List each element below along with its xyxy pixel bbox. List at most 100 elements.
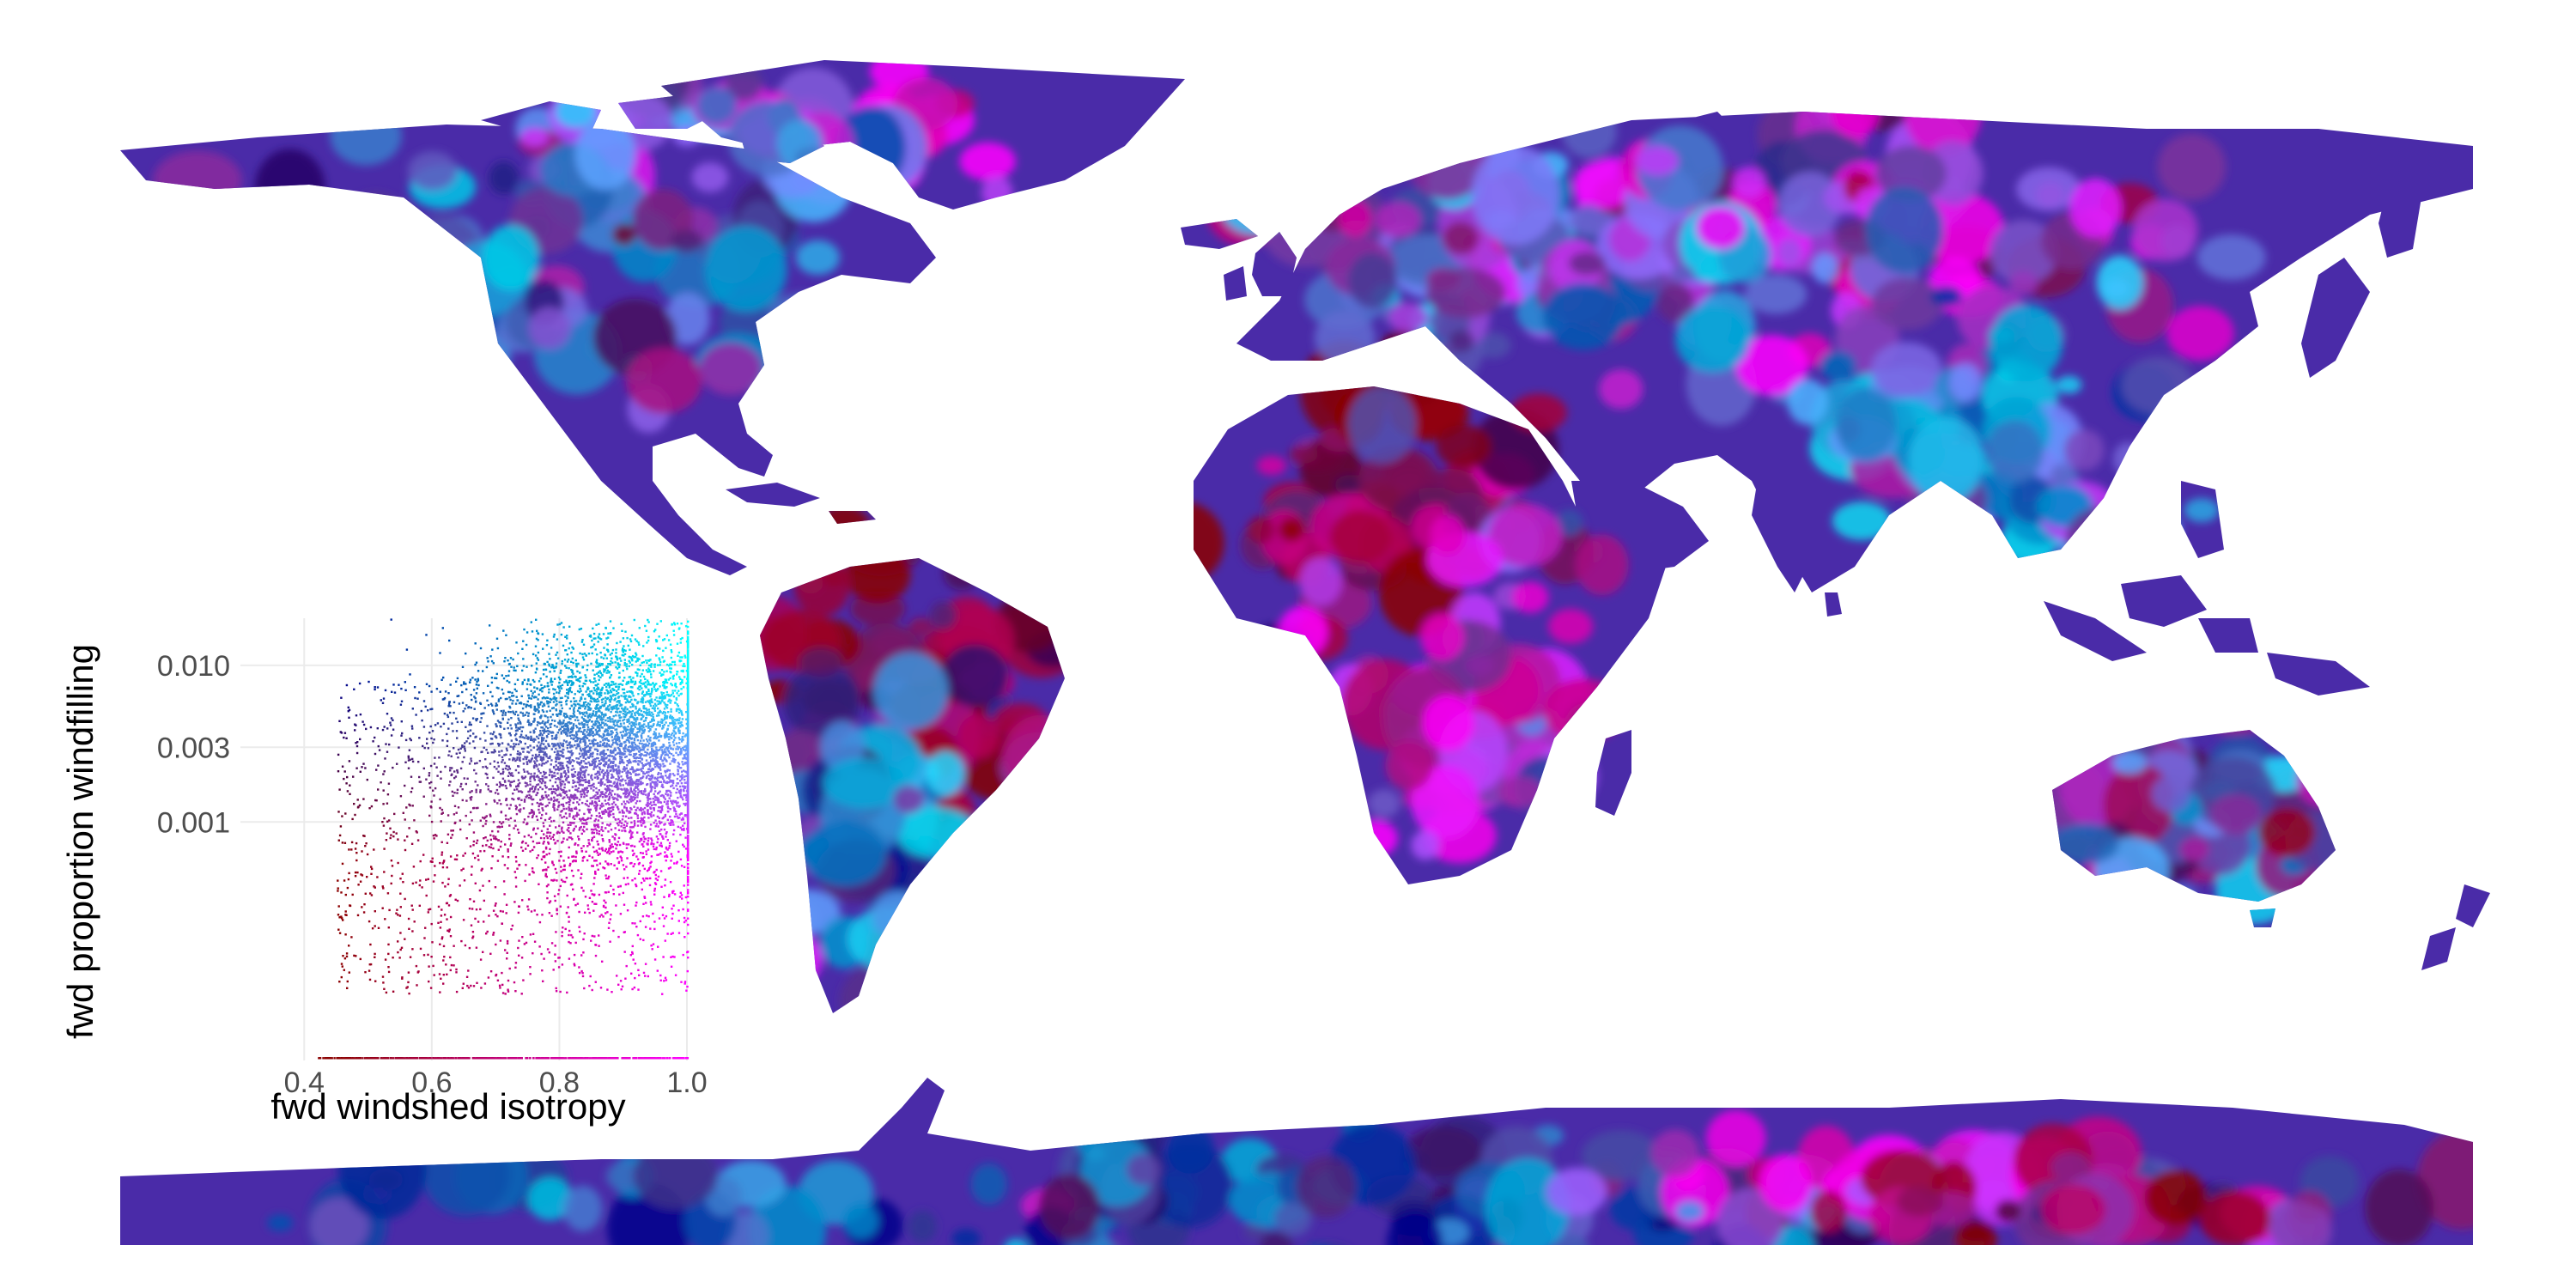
scatter-point xyxy=(634,655,637,659)
scatter-point xyxy=(679,748,683,750)
map-color-patch xyxy=(823,756,906,809)
scatter-point xyxy=(683,761,687,764)
scatter-point xyxy=(592,637,595,640)
scatter-point xyxy=(590,784,592,787)
scatter-point xyxy=(603,668,605,671)
scatter-point xyxy=(577,677,580,681)
scatter-point xyxy=(580,825,582,829)
scatter-point xyxy=(601,737,604,739)
map-color-patch xyxy=(633,1142,718,1209)
scatter-point xyxy=(461,745,464,749)
scatter-point xyxy=(609,718,611,720)
scatter-point xyxy=(632,760,635,762)
scatter-point xyxy=(476,680,478,683)
scatter-point xyxy=(654,750,657,753)
scatter-point xyxy=(550,748,553,750)
scatter-point xyxy=(507,743,509,745)
scatter-point xyxy=(611,707,615,709)
scatter-point xyxy=(431,730,434,732)
scatter-point xyxy=(613,781,616,784)
map-color-patch xyxy=(694,602,723,621)
scatter-point xyxy=(585,781,588,783)
scatter-point xyxy=(685,727,688,730)
scatter-point xyxy=(629,710,632,714)
map-color-patch xyxy=(1485,1157,1571,1245)
scatter-point xyxy=(590,716,592,719)
scatter-point xyxy=(626,700,629,703)
scatter-point xyxy=(610,914,612,916)
scatter-point xyxy=(605,696,607,699)
scatter-point xyxy=(556,799,558,802)
scatter-point xyxy=(622,647,624,650)
scatter-point xyxy=(598,829,601,833)
map-color-patch xyxy=(1561,103,1617,159)
scatter-point xyxy=(659,685,661,688)
scatter-point xyxy=(468,762,471,765)
scatter-point xyxy=(639,685,642,688)
scatter-point xyxy=(545,710,549,713)
scatter-point xyxy=(501,756,504,758)
scatter-point xyxy=(652,715,654,719)
scatter-point xyxy=(508,834,511,836)
scatter-point xyxy=(434,787,437,790)
scatter-point xyxy=(668,774,671,777)
scatter-point xyxy=(664,769,666,773)
scatter-point xyxy=(503,660,506,663)
scatter-point xyxy=(659,763,662,766)
scatter-point xyxy=(558,720,562,722)
scatter-point xyxy=(655,846,658,849)
scatter-point xyxy=(544,791,547,793)
scatter-point xyxy=(597,671,600,674)
scatter-point xyxy=(513,666,515,669)
scatter-point xyxy=(614,694,617,696)
scatter-point xyxy=(687,923,690,927)
scatter-point xyxy=(535,763,538,767)
scatter-point xyxy=(547,756,550,760)
scatter-point xyxy=(685,718,688,720)
scatter-point xyxy=(682,732,684,735)
scatter-point xyxy=(617,725,620,728)
scatter-point xyxy=(551,860,554,863)
scatter-point xyxy=(549,671,551,673)
scatter-point xyxy=(554,899,556,902)
scatter-point xyxy=(583,750,586,753)
scatter-point xyxy=(610,776,613,779)
scatter-point xyxy=(641,687,643,690)
scatter-point xyxy=(584,701,587,703)
scatter-point xyxy=(640,881,643,884)
scatter-point xyxy=(557,804,561,807)
scatter-point xyxy=(592,744,595,747)
scatter-point xyxy=(594,637,597,640)
scatter-point xyxy=(530,797,532,799)
scatter-point xyxy=(597,687,600,690)
scatter-point xyxy=(554,720,556,722)
scatter-point xyxy=(543,753,545,756)
scatter-point xyxy=(586,702,590,705)
map-color-patch xyxy=(1582,1130,1661,1182)
scatter-point xyxy=(550,678,552,682)
scatter-point xyxy=(665,647,667,649)
scatter-point xyxy=(678,817,681,819)
scatter-point xyxy=(634,733,636,736)
map-color-patch xyxy=(2063,428,2105,471)
scatter-point xyxy=(630,713,633,715)
scatter-point xyxy=(522,750,525,753)
scatter-point xyxy=(506,679,508,683)
scatter-point xyxy=(560,669,562,672)
scatter-point xyxy=(625,665,628,668)
scatter-point xyxy=(566,635,568,637)
scatter-point xyxy=(568,750,570,753)
scatter-point xyxy=(524,756,526,758)
map-color-patch xyxy=(1274,1202,1312,1236)
map-color-patch xyxy=(762,930,823,988)
scatter-point xyxy=(599,779,603,781)
map-color-patch xyxy=(816,505,872,561)
scatter-point xyxy=(555,747,557,750)
scatter-point xyxy=(659,772,662,775)
scatter-point xyxy=(611,767,614,770)
scatter-point xyxy=(568,807,571,811)
scatter-point xyxy=(685,722,689,726)
scatter-point xyxy=(613,756,616,758)
scatter-point xyxy=(626,792,629,794)
scatter-point xyxy=(676,805,678,807)
